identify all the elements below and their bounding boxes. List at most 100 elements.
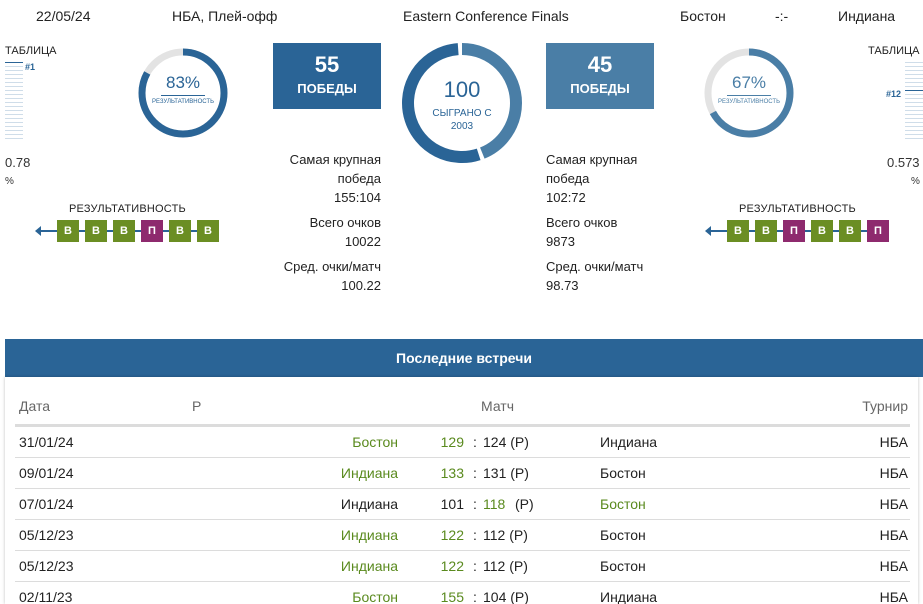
row-home-score: 155 [440, 589, 464, 604]
away-team-name[interactable]: Индиана [838, 8, 896, 24]
right-stat-biggest-win-label: Самая крупная победа [546, 152, 638, 186]
league-name[interactable]: НБА, Плей-офф [172, 8, 278, 24]
left-table-label[interactable]: ТАБЛИЦА [5, 45, 57, 57]
table-row[interactable]: 05/12/23 Индиана 122:112 (Р) Бостон НБА [15, 520, 910, 551]
left-form-result[interactable]: В [169, 220, 191, 242]
row-home-score: 122 [440, 558, 464, 574]
col-header-r[interactable]: Р [192, 398, 202, 414]
row-away-team: Бостон [600, 496, 646, 512]
row-tournament: НБА [879, 527, 908, 543]
left-table-rank-scale [5, 62, 23, 142]
row-date: 07/01/24 [19, 496, 74, 512]
col-header-match[interactable]: Матч [481, 398, 515, 414]
row-away-team: Бостон [600, 558, 646, 574]
row-home-team: Индиана [340, 527, 398, 543]
row-away-team: Бостон [600, 465, 646, 481]
row-date: 09/01/24 [19, 465, 74, 481]
left-win-pct-unit: % [5, 176, 14, 187]
left-efficiency-ring: 83% РЕЗУЛЬТАТИВНОСТЬ [137, 47, 247, 157]
table-row[interactable]: 05/12/23 Индиана 122:112 (Р) Бостон НБА [15, 551, 910, 582]
left-stat-biggest-win-label: Самая крупная победа [289, 152, 381, 186]
stage-name: Eastern Conference Finals [403, 8, 569, 24]
row-score-separator: : [473, 589, 477, 604]
right-form-connector [749, 230, 755, 232]
table-row[interactable]: 09/01/24 Индиана 133:131 (Р) Бостон НБА [15, 458, 910, 489]
table-row[interactable]: 02/11/23 Бостон 155:104 (Р) Индиана НБА [15, 582, 910, 604]
row-home-team: Индиана [340, 558, 398, 574]
row-away-team: Индиана [600, 434, 658, 450]
row-date: 31/01/24 [19, 434, 74, 450]
match-date: 22/05/24 [36, 8, 91, 24]
col-header-date[interactable]: Дата [19, 398, 51, 414]
right-form-result[interactable]: В [839, 220, 861, 242]
left-form-result[interactable]: В [113, 220, 135, 242]
row-away-team: Бостон [600, 527, 646, 543]
left-form-result[interactable]: П [141, 220, 163, 242]
table-row[interactable]: 07/01/24 Индиана 101:118 Бостон НБА (Р) [15, 489, 910, 520]
table-row[interactable]: 31/01/24 Бостон 129:124 (Р) Индиана НБА [15, 427, 910, 458]
right-form-result[interactable]: В [755, 220, 777, 242]
row-date: 05/12/23 [19, 527, 74, 543]
right-stat-avg-points-value: 98.73 [546, 278, 579, 293]
right-form-connector [833, 230, 839, 232]
col-header-tournament[interactable]: Турнир [862, 398, 908, 414]
left-wins-box: 55 ПОБЕДЫ [273, 43, 381, 109]
home-team-name[interactable]: Бостон [680, 8, 726, 24]
left-form-connector [135, 230, 141, 232]
right-win-pct-unit: % [911, 176, 920, 187]
right-form-result[interactable]: В [727, 220, 749, 242]
row-date: 05/12/23 [19, 558, 74, 574]
played-ring: 100 СЫГРАНО С 2003 [399, 40, 525, 166]
row-tournament: НБА [879, 465, 908, 481]
row-away-team: Индиана [600, 589, 658, 604]
row-away-score: 124 (Р) [483, 434, 529, 450]
right-form-connector [777, 230, 783, 232]
right-stat-biggest-win-value: 102:72 [546, 190, 586, 205]
left-wins-number: 55 [314, 52, 340, 77]
right-table-rank-scale [905, 62, 923, 142]
right-form-connector [805, 230, 811, 232]
row-tournament: НБА [879, 589, 908, 604]
row-score-separator: : [473, 558, 477, 574]
row-home-team: Индиана [340, 496, 398, 512]
left-stat-biggest-win-value: 155:104 [334, 190, 381, 205]
row-score-separator: : [473, 527, 477, 543]
right-form-connector [861, 230, 867, 232]
right-form-arrow-icon [705, 226, 721, 236]
right-form-title: РЕЗУЛЬТАТИВНОСТЬ [739, 203, 856, 215]
played-label: СЫГРАНО С [432, 108, 492, 119]
right-form-result[interactable]: В [811, 220, 833, 242]
played-since: 2003 [450, 121, 474, 132]
right-efficiency-ring-graphic [704, 48, 794, 138]
left-form-result[interactable]: В [197, 220, 219, 242]
left-stat-avg-points-label: Сред. очки/матч [283, 259, 381, 274]
row-home-score: 129 [440, 434, 464, 450]
left-stats: Самая крупная победа 155:104 Всего очков… [240, 150, 381, 295]
row-home-team: Бостон [352, 589, 398, 604]
right-efficiency-ring: 67% РЕЗУЛЬТАТИВНОСТЬ [703, 47, 813, 157]
row-score-separator: : [473, 496, 477, 512]
right-table-label[interactable]: ТАБЛИЦА [868, 45, 920, 57]
right-form-result[interactable]: П [783, 220, 805, 242]
left-stat-total-points-value: 10022 [344, 234, 381, 249]
left-form-title: РЕЗУЛЬТАТИВНОСТЬ [69, 203, 186, 215]
left-form-result[interactable]: В [85, 220, 107, 242]
left-form-result[interactable]: В [57, 220, 79, 242]
right-wins-number: 45 [587, 52, 613, 77]
left-efficiency-ring-graphic [138, 48, 228, 138]
right-form-result[interactable]: П [867, 220, 889, 242]
left-form-connector [107, 230, 113, 232]
left-form-connector [51, 230, 57, 232]
row-tournament: НБА [879, 558, 908, 574]
row-away-score: 104 (Р) [483, 589, 529, 604]
left-wins-label: ПОБЕДЫ [297, 81, 357, 96]
row-score-separator: : [473, 434, 477, 450]
right-efficiency-value: 67% [731, 73, 767, 92]
row-home-score: 101 [440, 496, 464, 512]
left-win-pct: 0.78 [5, 155, 31, 170]
row-home-team: Индиана [340, 465, 398, 481]
right-stat-avg-points-label: Сред. очки/матч [546, 259, 644, 274]
row-home-team: Бостон [352, 434, 398, 450]
right-form-connector [721, 230, 727, 232]
